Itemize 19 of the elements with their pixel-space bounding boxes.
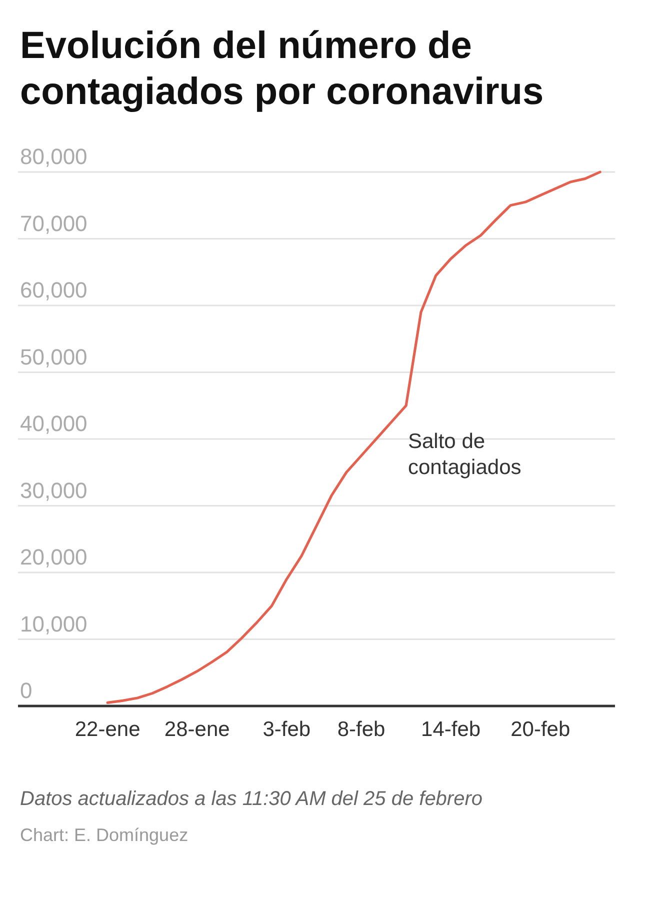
x-tick-label: 3-feb (262, 718, 311, 741)
y-tick-label: 80,000 (20, 144, 88, 169)
x-tick-label: 20-feb (510, 718, 570, 741)
y-tick-label: 20,000 (20, 544, 88, 570)
annotation: Salto de contagiados (408, 430, 522, 479)
x-tick-label: 14-feb (421, 718, 481, 741)
y-tick-label: 50,000 (20, 344, 88, 370)
x-tick-label: 28-ene (164, 718, 230, 741)
x-tick-label: 22-ene (74, 718, 140, 741)
chart-title: Evolución del número de contagiados por coronavirus (20, 25, 544, 113)
x-tick-label: 8-feb (337, 718, 386, 741)
text: Datos actualizados a las 11:30 AM del 25 de febrero (20, 788, 482, 810)
y-tick-label: 40,000 (20, 411, 88, 436)
y-tick-label: 60,000 (20, 278, 88, 302)
y-tick-label: 70,000 (20, 210, 88, 236)
text: Chart: E. Domínguez (20, 825, 188, 845)
y-tick-label: 10,000 (20, 611, 88, 636)
y-tick-label: 0 (20, 678, 32, 703)
y-tick-label: 30,000 (20, 478, 88, 503)
